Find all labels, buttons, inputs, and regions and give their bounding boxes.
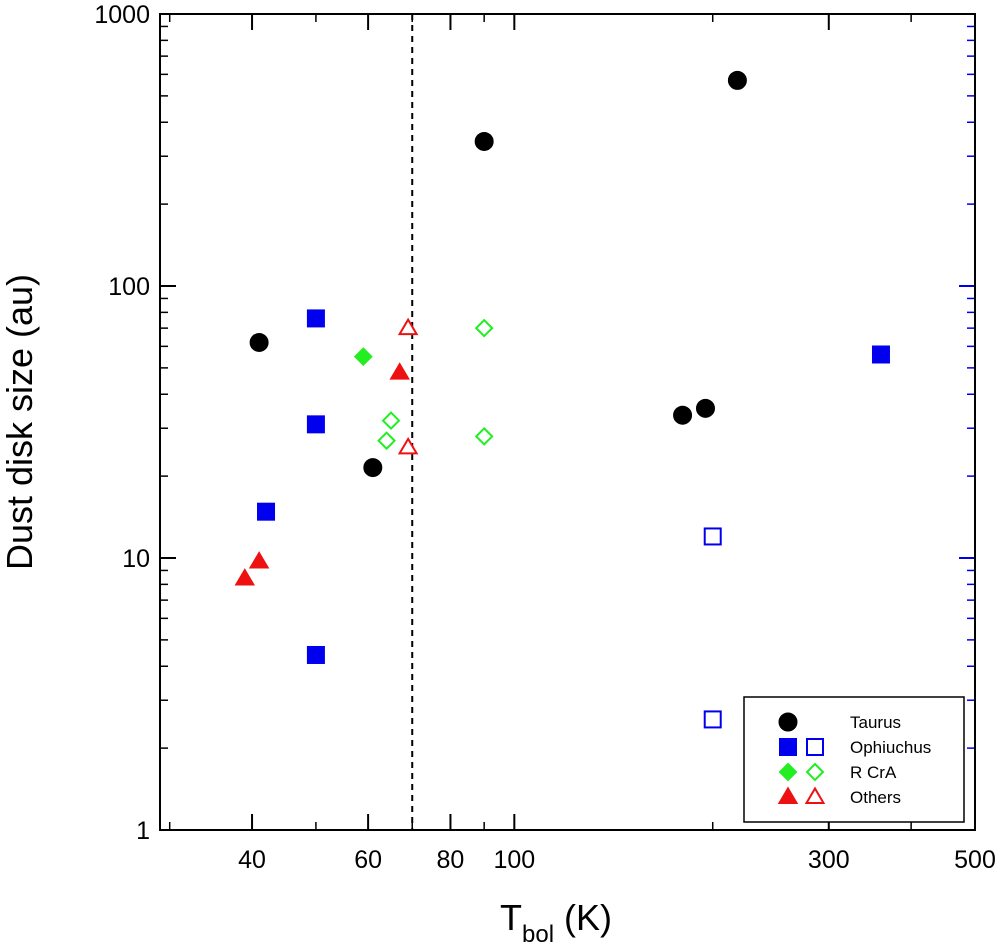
taurus-filled-point	[727, 70, 747, 90]
legend-marker-ophiuchus-filled	[779, 738, 797, 756]
r-cra-open-point	[381, 411, 401, 431]
r-cra-open-point	[474, 318, 494, 338]
taurus-filled-point	[249, 332, 269, 352]
legend: Taurus Ophiuchus R CrA Others	[743, 696, 965, 823]
legend-label-taurus: Taurus	[850, 713, 901, 732]
legend-marker-others-filled	[777, 786, 799, 804]
others-open-point	[397, 317, 419, 336]
x-tick-label: 60	[354, 846, 382, 874]
taurus-filled-point	[363, 458, 383, 478]
x-axis-title-unit: (K)	[554, 897, 612, 938]
legend-labels: Taurus Ophiuchus R CrA Others	[850, 713, 931, 807]
legend-label-r-cra: R CrA	[850, 763, 897, 782]
y-axis-title: Dust disk size (au)	[0, 274, 40, 570]
r-cra-filled-point	[353, 347, 373, 367]
legend-marker-ophiuchus-open	[806, 738, 824, 756]
legend-marker-r-cra-filled	[778, 762, 798, 782]
legend-label-others: Others	[850, 788, 901, 807]
data-points	[234, 70, 890, 729]
ophiuchus-filled-point	[306, 415, 325, 434]
tick-labels: 1 10 100 1000 40 60 80 100 300 500	[94, 1, 995, 874]
x-tick-label: 100	[493, 846, 535, 874]
others-filled-point	[234, 568, 256, 586]
ophiuchus-filled-point	[306, 309, 325, 328]
legend-marker-others-open	[804, 786, 826, 804]
taurus-filled-point	[695, 398, 715, 418]
legend-label-ophiuchus: Ophiuchus	[850, 738, 931, 757]
y-tick-label: 1000	[94, 1, 150, 29]
taurus-filled-point	[673, 405, 693, 425]
legend-marker-r-cra-open	[805, 762, 825, 782]
y-tick-label: 100	[108, 273, 150, 301]
x-tick-label: 80	[437, 846, 465, 874]
r-cra-open-point	[377, 431, 396, 451]
ophiuchus-filled-point	[871, 345, 890, 364]
y-tick-label: 1	[136, 817, 150, 845]
x-axis-title: Tbol (K)	[500, 897, 612, 948]
ophiuchus-open-point	[703, 710, 722, 729]
ophiuchus-filled-point	[306, 645, 325, 664]
x-axis-title-subscript: bol	[522, 921, 554, 948]
legend-marker-taurus-filled	[778, 712, 798, 732]
others-filled-point	[389, 362, 410, 380]
others-filled-point	[248, 551, 270, 569]
r-cra-open-point	[474, 426, 494, 446]
x-tick-label: 500	[954, 846, 996, 874]
others-open-point	[397, 436, 419, 455]
x-axis-title-main: T	[500, 897, 522, 938]
taurus-filled-point	[474, 131, 494, 151]
ophiuchus-filled-point	[257, 502, 276, 521]
y-tick-label: 10	[122, 545, 150, 573]
minor-ticks	[160, 14, 975, 830]
x-tick-label: 40	[238, 846, 266, 874]
plot-frame	[159, 13, 976, 831]
x-tick-label: 300	[808, 846, 850, 874]
ophiuchus-open-point	[703, 527, 722, 546]
legend-markers	[777, 712, 826, 804]
